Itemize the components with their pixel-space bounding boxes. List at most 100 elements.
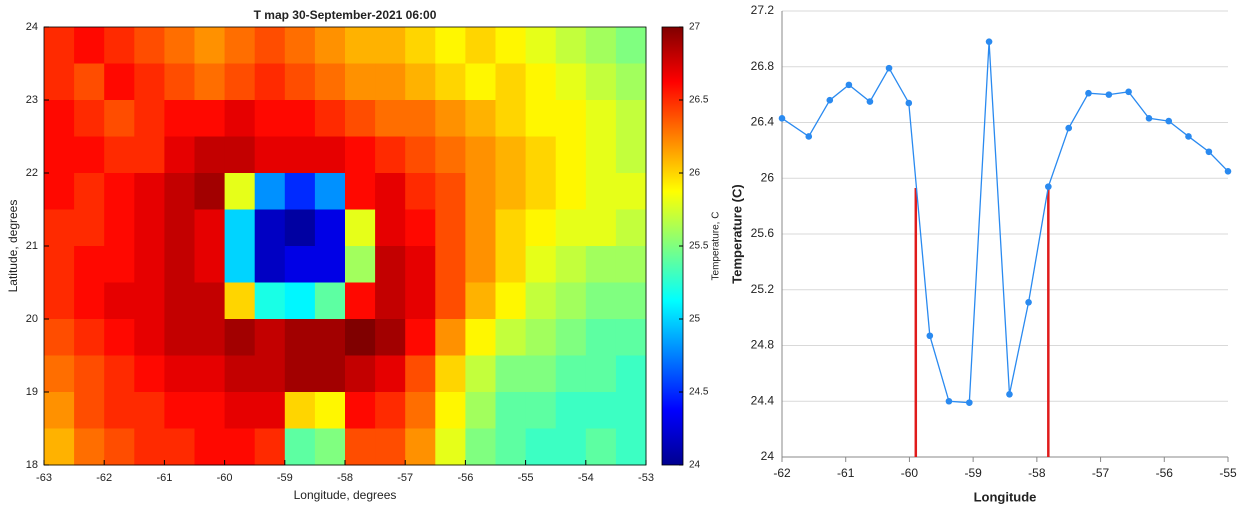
heat-cell [585, 27, 617, 64]
x-tick-label: -56 [457, 472, 473, 484]
colorbar-label: Temperature, C [711, 212, 722, 281]
heat-cell [134, 63, 165, 101]
heat-cell [375, 100, 406, 137]
heat-cell [134, 282, 165, 320]
data-point [885, 64, 893, 72]
heat-cell [74, 209, 105, 247]
heat-cell [284, 136, 316, 174]
heat-cell [224, 428, 256, 466]
heat-cell [345, 392, 376, 429]
heat-cell [44, 355, 75, 393]
heat-cell [314, 246, 346, 283]
heat-cell [345, 428, 376, 466]
heat-cell [405, 428, 436, 466]
line-series [781, 41, 1229, 404]
x-tick-label: -58 [337, 472, 353, 484]
heat-cell [615, 392, 647, 429]
x-tick-label: -59 [277, 472, 293, 484]
heat-cell [104, 392, 135, 429]
data-point [826, 96, 834, 104]
heat-cell [495, 246, 527, 283]
y-tick-label: 19 [26, 386, 38, 398]
heat-cell [465, 209, 496, 247]
x-tick-label: -54 [578, 472, 594, 484]
heat-cell [405, 27, 436, 64]
heat-cell [585, 355, 617, 393]
heat-cell [345, 319, 376, 356]
heat-cell [465, 100, 496, 137]
heat-cell [405, 319, 436, 356]
heat-cell [525, 282, 557, 320]
heat-cell [314, 428, 346, 466]
heat-cell [375, 173, 406, 210]
heat-cell [224, 392, 256, 429]
heat-cell [585, 282, 617, 320]
heat-cell [284, 355, 316, 393]
colorbar-tick-label: 25.5 [689, 241, 709, 252]
heat-cell [405, 63, 436, 101]
heat-cell [224, 355, 256, 393]
heat-cell [465, 282, 496, 320]
heat-cell [495, 63, 527, 101]
heat-cell [375, 282, 406, 320]
heat-cell [164, 63, 195, 101]
heat-cell [224, 63, 256, 101]
data-point [1085, 89, 1092, 97]
heat-cell [615, 63, 647, 101]
heat-cell [224, 27, 256, 64]
heat-cell [164, 27, 195, 64]
heat-cell [375, 428, 406, 466]
heat-cell [284, 27, 316, 64]
y-tick-label: 18 [26, 459, 38, 471]
heat-cell [495, 136, 527, 174]
heat-cell [465, 355, 496, 393]
heat-cell [104, 63, 135, 101]
heat-cell [284, 428, 316, 466]
heat-cell [525, 246, 557, 283]
x-tick-label: -55 [1219, 466, 1237, 480]
data-point [945, 397, 953, 405]
y-tick-label: 25.6 [751, 226, 775, 240]
heat-cell [164, 428, 195, 466]
heat-cell [375, 319, 406, 356]
heat-cell [585, 428, 617, 466]
heat-cell [74, 173, 105, 210]
data-point [926, 332, 934, 340]
colorbar-tick-label: 27 [689, 22, 701, 33]
heat-cell [555, 355, 587, 393]
y-tick-label: 24 [26, 21, 38, 33]
heat-cell [375, 246, 406, 283]
heat-cell [405, 355, 436, 393]
heat-cell [194, 319, 226, 356]
heat-cell [164, 173, 195, 210]
heat-cell [104, 246, 135, 283]
heat-cell [194, 428, 226, 466]
x-tick-label: -58 [1028, 466, 1046, 480]
heat-cell [555, 428, 587, 466]
heat-cell [284, 246, 316, 283]
heat-cell [375, 27, 406, 64]
heat-cell [254, 209, 286, 247]
x-tick-label: -53 [638, 472, 654, 484]
heat-cell [405, 392, 436, 429]
heat-cell [314, 100, 346, 137]
heat-cell [164, 319, 195, 356]
heat-cell [375, 392, 406, 429]
heat-cell [164, 209, 195, 247]
heat-cell [585, 319, 617, 356]
heat-cell [194, 355, 226, 393]
heat-cell [555, 282, 587, 320]
heat-cell [224, 136, 256, 174]
heat-cell [254, 136, 286, 174]
heat-cell [164, 392, 195, 429]
heat-cell [44, 27, 75, 64]
heat-cell [104, 173, 135, 210]
heat-cell [345, 173, 376, 210]
x-tick-label: -62 [773, 466, 791, 480]
heat-cell [585, 392, 617, 429]
heat-cell [585, 100, 617, 137]
heat-cell [74, 282, 105, 320]
heat-cell [134, 173, 165, 210]
heat-cell [164, 282, 195, 320]
heat-cell [435, 355, 466, 393]
